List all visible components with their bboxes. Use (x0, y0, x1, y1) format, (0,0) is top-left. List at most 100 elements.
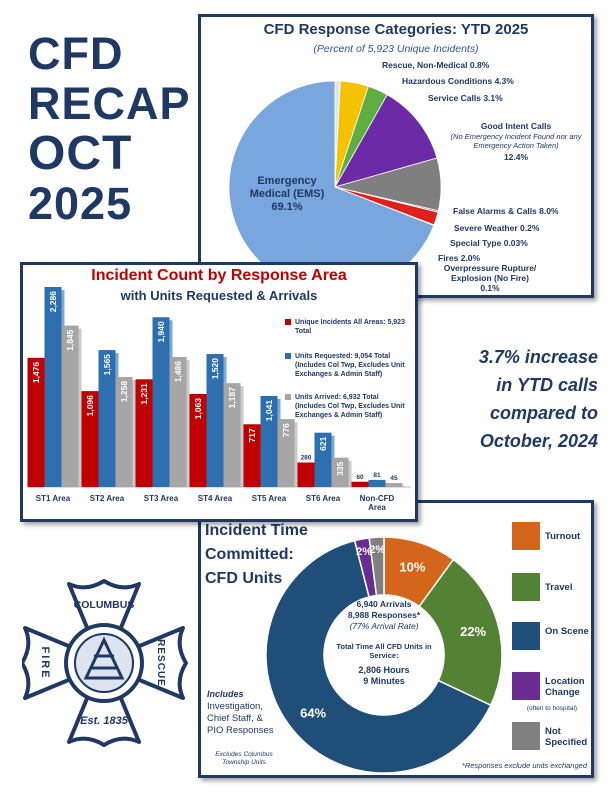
slice-name: Rescue, Non-Medical (382, 60, 468, 70)
bar-value-label: 717 (247, 428, 257, 442)
slice-label: Rescue, Non-Medical 0.8% (382, 60, 489, 70)
bar (314, 432, 332, 487)
chart-subtitle: (Percent of 5,923 Unique Incidents) (313, 43, 479, 55)
chart-svg: 1,476 2,286 1,845 1,096 1,565 1,258 1,231 1,940… (27, 287, 411, 488)
bar-value-label: 1,258 (119, 381, 129, 403)
logo-text: Est. 1835 (80, 715, 129, 727)
legend-swatch (285, 394, 291, 400)
slice-name: Service Calls (428, 93, 481, 103)
bar-value-label: 1,096 (85, 395, 95, 417)
bar-side (294, 422, 298, 487)
center-line: 6,940 Arrivals (356, 599, 412, 609)
legend-swatch (285, 319, 291, 325)
x-tick-label: ST5 Area (251, 494, 287, 503)
slice-name: Good Intent Calls (480, 121, 552, 131)
bar-value-label: 335 (335, 461, 345, 475)
slice-label: Good Intent Calls (No Emergency Incident … (446, 121, 586, 162)
chart-title: Incident Time Committed: CFD Units (205, 522, 308, 587)
slice-label: Severe Weather 0.2% (454, 223, 539, 233)
footnote: *Responses exclude units exchanged (461, 761, 587, 770)
slice-value-label: 2% (356, 546, 372, 558)
legend-swatch (512, 622, 540, 650)
bar (260, 395, 278, 487)
x-tick-label: ST1 Area (35, 494, 71, 503)
bar-value-label: 1,486 (173, 361, 183, 383)
bar-side (132, 379, 136, 487)
slice-value: 0.8% (469, 60, 490, 70)
chart-title: CFD Response Categories: YTD 2025 (263, 21, 529, 38)
bar-value-label: 81 (373, 472, 381, 479)
center-line: (77% Arrival Rate) (349, 621, 419, 631)
slice-value-label: 22% (460, 624, 486, 639)
bar (115, 376, 133, 487)
bar-value-label: 1,187 (227, 387, 237, 409)
x-tick-label: ST6 Area (305, 494, 341, 503)
bar (223, 383, 241, 487)
header-line: CFD (28, 28, 124, 79)
legend-label: Units Arrived: 6,932 Total (Includes Col… (295, 394, 405, 419)
note: Investigation, Chief Staff, & PIO Respon… (207, 701, 274, 736)
bar-value-label: 2,286 (48, 291, 58, 313)
slice-label: False Alarms & Calls 8.0% (453, 206, 559, 216)
legend-label: Unique Incidents All Areas: 5,923 Total (295, 319, 405, 335)
bar (351, 481, 369, 487)
note: Includes (207, 689, 244, 699)
callout-line: October, 2024 (479, 431, 598, 451)
bar-value-label: 1,845 (65, 329, 75, 351)
bar-value-label: 776 (281, 423, 291, 437)
slice-value: 8.0% (539, 206, 559, 216)
legend-swatch (512, 573, 540, 601)
slice-value: 69.1% (271, 201, 303, 213)
center-line: 9 Minutes (363, 676, 405, 686)
header-line: RECAP (28, 78, 191, 129)
slice-value: 0.1% (480, 283, 500, 293)
legend-swatch (285, 353, 291, 359)
bar-side (402, 486, 406, 487)
bar-side (240, 386, 244, 487)
slice-value: 4.3% (494, 76, 514, 86)
callout-line: 3.7% increase (478, 347, 598, 367)
center-text: 6,940 Arrivals 8,988 Responses* (77% Arriv… (332, 599, 436, 687)
bar (385, 483, 403, 487)
bar (206, 354, 224, 487)
bar-side (78, 328, 82, 487)
slice-value-label: 2% (369, 544, 385, 556)
slice-value: 12.4% (503, 152, 529, 162)
bar (243, 424, 261, 487)
header-line: OCT (28, 127, 133, 180)
slice-value: 3.1% (483, 93, 503, 103)
bar (135, 379, 153, 487)
slice-label: Emergency Medical (EMS) 69.1% (237, 175, 337, 214)
chart-title: Incident Count by Response Area (91, 267, 347, 284)
slice-label: Overpressure Rupture/ Explosion (No Fire… (425, 263, 555, 293)
bar (152, 317, 170, 487)
slice-name: False Alarms & Calls (453, 206, 537, 216)
logo-cross (22, 579, 188, 747)
logo-text: RESCUE (155, 639, 166, 687)
slice-value-label: 10% (399, 560, 425, 575)
bar (297, 462, 315, 487)
bar (27, 357, 45, 487)
bar-value-label: 1,231 (139, 383, 149, 405)
pie-panel: CFD Response Categories: YTD 2025 (Percen… (198, 14, 594, 298)
bar (277, 419, 295, 487)
legend-label: Turnout (545, 531, 581, 542)
slice-label: Hazardous Conditions 4.3% (402, 76, 514, 86)
bar-side (186, 359, 190, 487)
header-line: 2025 (28, 178, 133, 229)
bar-value-label: 1,041 (264, 400, 274, 422)
slice-value-label: 64% (300, 706, 326, 721)
callout-line: in YTD calls (496, 375, 598, 395)
slice-value: 2.0% (460, 253, 481, 263)
bar (61, 325, 79, 487)
donut-slice (368, 536, 385, 597)
bar (368, 479, 386, 487)
center-line: 8,988 Responses* (347, 610, 421, 620)
slice-name: Overpressure Rupture/ Explosion (No Fire… (443, 263, 537, 283)
note: Excludes Columbus Township Units (215, 751, 273, 766)
slice-value: 0.2% (520, 223, 540, 233)
slice-name: Fires (438, 253, 459, 263)
bar (189, 393, 207, 487)
legend-swatch (512, 522, 540, 550)
